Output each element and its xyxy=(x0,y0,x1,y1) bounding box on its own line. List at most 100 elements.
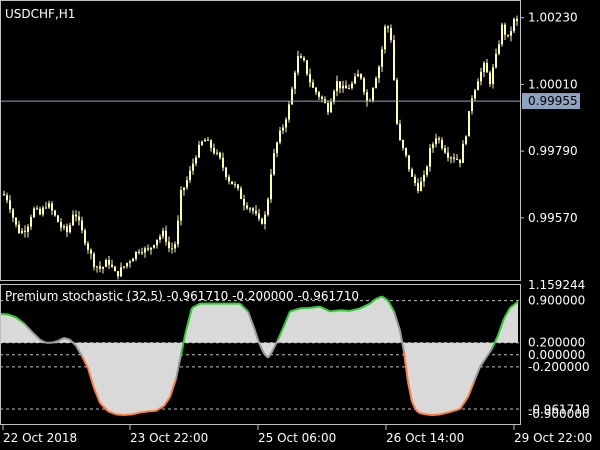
candle-body xyxy=(75,214,77,217)
price-panel[interactable]: USDCHF,H1 xyxy=(0,7,520,280)
indicator-panel[interactable]: Premium stochastic (32,5) -0.961710 -0.2… xyxy=(0,289,520,416)
candle-body xyxy=(45,207,47,209)
candle-body xyxy=(321,96,323,100)
candle-body xyxy=(354,76,356,84)
stochastic-line-segment xyxy=(339,309,351,312)
candle-body xyxy=(111,264,113,267)
candle-body xyxy=(36,208,38,210)
stochastic-line-segment xyxy=(479,357,487,368)
candle-body xyxy=(225,167,227,177)
candle-body xyxy=(54,210,56,216)
candle-body xyxy=(474,90,476,99)
candle-body xyxy=(24,230,26,232)
stochastic-line-segment xyxy=(439,410,451,416)
stochastic-line-segment xyxy=(69,339,77,347)
candle-body xyxy=(177,220,179,245)
stochastic-line-segment xyxy=(169,378,177,398)
stochastic-fill xyxy=(0,296,518,415)
candle-body xyxy=(426,166,428,176)
candle-body xyxy=(135,251,137,259)
candle-body xyxy=(183,187,185,191)
current-price-label: 0.99955 xyxy=(528,94,578,108)
candle-body xyxy=(306,60,308,75)
candle-body xyxy=(258,213,260,219)
candle-body xyxy=(513,18,515,32)
candle-body xyxy=(300,56,302,58)
stochastic-line-segment xyxy=(93,387,101,404)
stochastic-line-segment xyxy=(115,413,125,416)
stochastic-line-segment xyxy=(449,407,461,413)
candle-body xyxy=(405,147,407,156)
candle-body xyxy=(162,230,164,237)
stochastic-line-segment xyxy=(57,337,65,342)
stochastic-lines xyxy=(0,295,519,416)
price-axis-label: 1.00230 xyxy=(528,11,578,25)
price-panel-frame xyxy=(0,0,521,281)
stochastic-line-segment xyxy=(329,309,341,313)
candle-body xyxy=(312,82,314,88)
candle-body xyxy=(33,208,35,218)
candle-body xyxy=(93,253,95,267)
candle-body xyxy=(309,74,311,83)
time-axis-label: 25 Oct 06:00 xyxy=(258,431,336,445)
stochastic-line-segment xyxy=(239,302,249,313)
stochastic-line-segment xyxy=(467,381,475,398)
candle-body xyxy=(192,163,194,171)
stochastic-line-segment xyxy=(0,312,9,316)
stochastic-line-segment xyxy=(387,300,395,312)
candle-body xyxy=(288,104,290,120)
frames xyxy=(0,0,521,425)
candle-body xyxy=(465,136,467,144)
candle-body xyxy=(357,73,359,77)
stochastic-line-segment xyxy=(407,381,413,402)
stochastic-line-segment xyxy=(431,413,441,416)
candle-body xyxy=(159,236,161,240)
candle-body xyxy=(123,266,125,268)
candle-body xyxy=(393,40,395,81)
candle-body xyxy=(213,147,215,154)
candle-body xyxy=(333,91,335,103)
stochastic-line-segment xyxy=(15,316,25,325)
candle-body xyxy=(396,80,398,124)
candle-body xyxy=(486,62,488,73)
candle-body xyxy=(339,81,341,89)
candle-body xyxy=(201,141,203,145)
stochastic-line-segment xyxy=(399,330,405,352)
candle-body xyxy=(408,155,410,170)
candle-body xyxy=(78,216,80,221)
candle-body xyxy=(204,139,206,142)
candle-body xyxy=(132,258,134,262)
candle-body xyxy=(174,244,176,249)
indicator-title: Premium stochastic (32,5) -0.961710 -0.2… xyxy=(5,289,359,303)
stochastic-line-segment xyxy=(175,354,182,380)
candle-body xyxy=(21,230,23,234)
candles-group xyxy=(3,15,518,280)
candle-body xyxy=(276,142,278,154)
candle-body xyxy=(189,170,191,181)
candle-body xyxy=(141,252,143,254)
candle-body xyxy=(72,214,74,226)
indicator-axis-label: 0.000000 xyxy=(528,348,585,362)
stochastic-line-segment xyxy=(23,322,33,333)
stochastic-line-segment xyxy=(131,411,141,416)
stochastic-line-segment xyxy=(99,402,109,413)
stochastic-line-segment xyxy=(253,327,260,344)
stochastic-line-segment xyxy=(31,331,41,341)
candle-body xyxy=(345,85,347,89)
price-axis: 1.00230 1.00010 0.99790 0.99570 xyxy=(520,11,578,225)
candle-body xyxy=(108,260,110,265)
candle-body xyxy=(282,127,284,131)
stochastic-line-segment xyxy=(419,412,427,416)
price-axis-label: 0.99570 xyxy=(528,211,578,225)
candle-body xyxy=(120,267,122,277)
candle-body xyxy=(489,72,491,85)
stochastic-line-segment xyxy=(191,302,201,309)
indicator-panel-frame xyxy=(0,284,521,425)
candle-body xyxy=(468,111,470,137)
candle-body xyxy=(27,226,29,232)
candle-body xyxy=(285,119,287,128)
price-axis-label: 0.99790 xyxy=(528,144,578,158)
candle-body xyxy=(477,81,479,91)
stochastic-line-segment xyxy=(75,345,83,357)
candle-body xyxy=(387,26,389,29)
